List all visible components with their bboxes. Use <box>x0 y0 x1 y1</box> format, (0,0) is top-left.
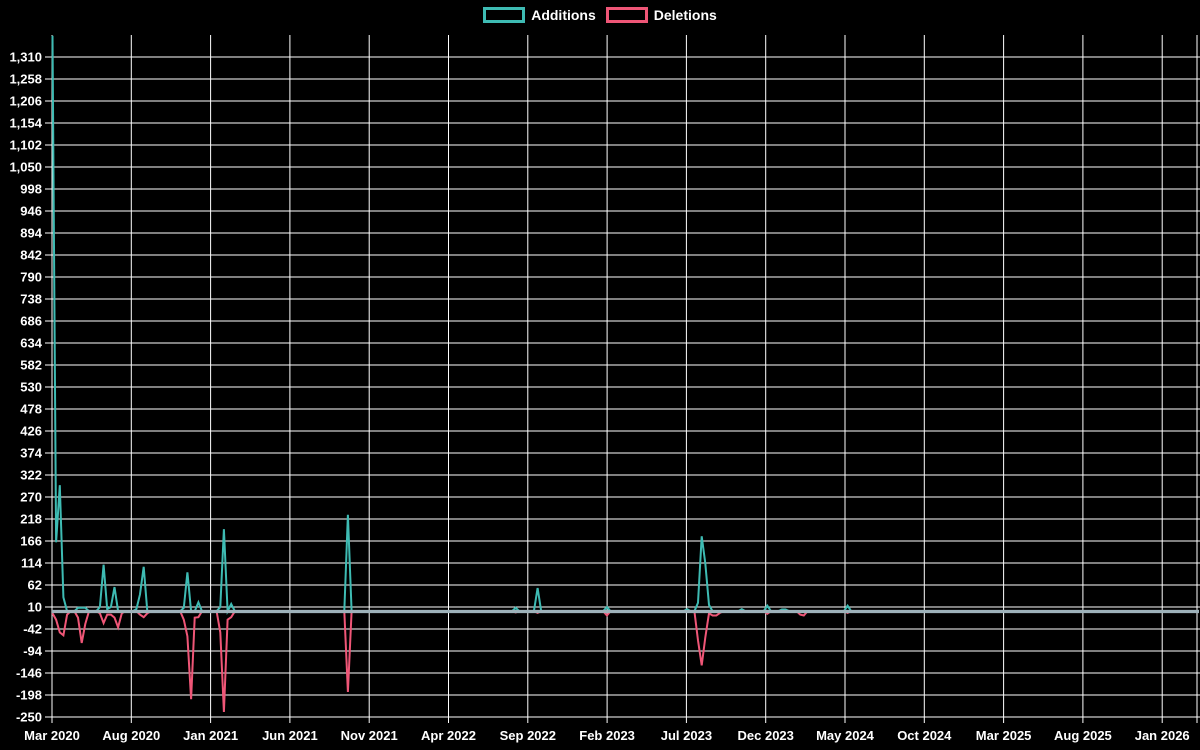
y-tick-label: 530 <box>20 380 42 395</box>
legend-item-additions[interactable]: Additions <box>483 7 596 23</box>
x-tick-label: Dec 2023 <box>738 728 794 743</box>
x-tick-label: Jul 2023 <box>661 728 712 743</box>
y-tick-label: 738 <box>20 292 42 307</box>
y-tick-label: 218 <box>20 512 42 527</box>
x-tick-label: Feb 2023 <box>579 728 635 743</box>
y-tick-label: -42 <box>23 622 42 637</box>
y-tick-label: -146 <box>16 666 42 681</box>
y-tick-label: 374 <box>20 446 42 461</box>
additions-swatch-icon <box>483 7 526 23</box>
additions-line <box>51 35 855 616</box>
deletions-line <box>51 610 855 712</box>
y-tick-label: 478 <box>20 402 42 417</box>
y-tick-label: 998 <box>20 182 42 197</box>
y-tick-label: 1,310 <box>9 50 42 65</box>
y-tick-label: 1,258 <box>9 72 42 87</box>
x-tick-label: Jan 2021 <box>183 728 238 743</box>
x-tick-label: Nov 2021 <box>341 728 398 743</box>
y-tick-label: 582 <box>20 358 42 373</box>
chart-legend: Additions Deletions <box>0 7 1200 23</box>
y-tick-label: 1,206 <box>9 94 42 109</box>
y-tick-label: 114 <box>21 556 43 571</box>
y-tick-label: 1,154 <box>9 116 42 131</box>
y-tick-label: 166 <box>20 534 42 549</box>
y-tick-label: 1,050 <box>9 160 42 175</box>
x-tick-label: Jan 2026 <box>1135 728 1190 743</box>
y-tick-label: 270 <box>20 490 42 505</box>
x-tick-label: Aug 2025 <box>1054 728 1112 743</box>
y-tick-label: 62 <box>28 578 42 593</box>
x-tick-label: Aug 2020 <box>102 728 160 743</box>
y-tick-label: -94 <box>23 644 43 659</box>
x-tick-label: Jun 2021 <box>262 728 318 743</box>
deletions-legend-label: Deletions <box>653 7 717 23</box>
y-tick-label: 686 <box>20 314 42 329</box>
y-tick-label: 426 <box>20 424 42 439</box>
additions-legend-label: Additions <box>531 7 596 23</box>
x-tick-label: Oct 2024 <box>897 728 952 743</box>
y-tick-label: 634 <box>20 336 42 351</box>
y-tick-label: -198 <box>16 688 42 703</box>
x-tick-label: Apr 2022 <box>421 728 476 743</box>
x-tick-label: Mar 2025 <box>976 728 1032 743</box>
y-tick-label: 1,102 <box>9 138 42 153</box>
deletions-swatch-icon <box>605 7 648 23</box>
y-tick-label: 10 <box>28 600 42 615</box>
legend-item-deletions[interactable]: Deletions <box>605 7 717 23</box>
y-tick-label: 842 <box>20 248 42 263</box>
y-tick-label: 946 <box>20 204 42 219</box>
y-tick-label: -250 <box>16 710 42 725</box>
x-tick-label: May 2024 <box>816 728 875 743</box>
y-tick-label: 894 <box>20 226 42 241</box>
y-tick-label: 790 <box>20 270 42 285</box>
x-tick-label: Sep 2022 <box>500 728 556 743</box>
y-tick-label: 322 <box>20 468 42 483</box>
x-tick-label: Mar 2020 <box>24 728 80 743</box>
